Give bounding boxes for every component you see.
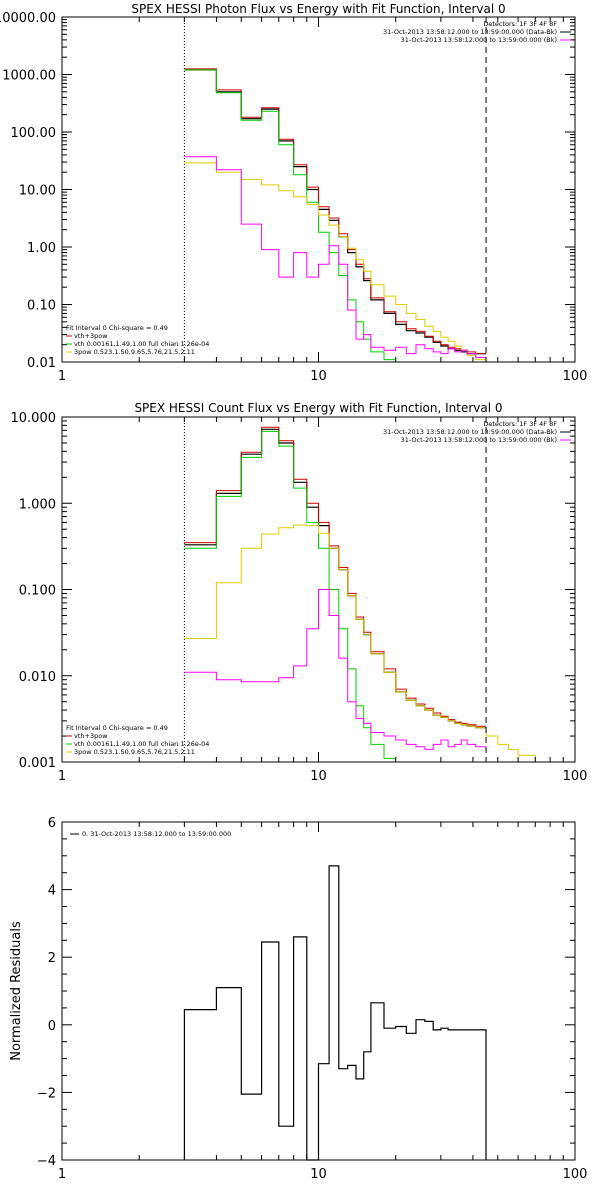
legend-entry: 3pow 0.523,1.50,9.65,5.76,21.5,2.11 — [74, 748, 195, 756]
y-tick-label: 2 — [48, 951, 56, 966]
y-tick-label: 0.010 — [19, 670, 56, 685]
series-group — [184, 68, 498, 363]
y-tick-label: 6 — [48, 816, 56, 831]
y-tick-label: 0.01 — [27, 356, 56, 371]
x-tick-label: 100 — [563, 369, 588, 384]
series-group — [183, 865, 487, 1161]
y-tick-label: 10.000 — [11, 411, 57, 426]
legend-bottom-left: Fit Interval 0 Chi-square = 0.49vth+3pow… — [66, 724, 209, 756]
legend-entry: 3pow 0.523,1.50,9.65,5.76,21.5,2.11 — [74, 348, 195, 356]
y-axis-label: Normalized Residuals — [9, 921, 24, 1061]
y-tick-label: 4 — [48, 884, 56, 899]
y-tick-label: −4 — [37, 1154, 56, 1169]
y-axis: 0.01 0.10 1.00 10.00 100.00 1000.00 10000.00 — [0, 11, 575, 371]
chart-title: SPEX HESSI Photon Flux vs Energy with Fi… — [131, 2, 505, 16]
residuals-panel: 1 10 100 −4 −2 0 2 4 6 Normalized Residuals 0. 31-… — [9, 816, 587, 1182]
series-line-4 — [184, 589, 486, 750]
legend-entry: 31-Oct-2013 13:58:12.000 to 13:59:00.000… — [383, 28, 557, 36]
legend-entry: Fit Interval 0 Chi-square = 0.49 — [66, 324, 168, 332]
series-line-2 — [184, 69, 396, 361]
series-line-4 — [184, 156, 486, 358]
y-tick-label: 1.00 — [27, 241, 56, 256]
legend-entry: Detectors: 1F 3F 4F 8F — [483, 20, 557, 28]
x-tick-label: 100 — [563, 769, 588, 784]
y-tick-label: −2 — [37, 1086, 56, 1101]
legend-entry: 0. 31-Oct-2013 13:58:12.000 to 13:59:00.… — [82, 830, 231, 838]
x-tick-label: 10 — [310, 769, 327, 784]
y-tick-label: 10.00 — [19, 184, 56, 199]
x-tick-label: 10 — [310, 1167, 327, 1182]
y-tick-label: 100.00 — [11, 126, 57, 141]
legend-entry: vth+3pow — [74, 732, 108, 740]
y-axis: 0.001 0.010 0.100 1.000 10.000 — [11, 411, 575, 771]
x-tick-label: 100 — [563, 1167, 588, 1182]
legend-entry: vth 0.00161,1.49,1.00 full chian 1.26e-0… — [74, 340, 209, 348]
y-tick-label: 0.10 — [27, 299, 56, 314]
legend-entry: vth 0.00161,1.49,1.00 full chian 1.26e-0… — [74, 740, 209, 748]
x-tick-label: 10 — [310, 369, 327, 384]
legend-entry: 31-Oct-2013 13:58:12.000 to 13:59:00.000… — [383, 428, 557, 436]
series-line-0 — [184, 428, 486, 729]
legend-entry: Detectors: 1F 3F 4F 8F — [483, 420, 557, 428]
x-axis: 1 10 100 — [58, 17, 588, 384]
legend-entry: Fit Interval 0 Chi-square = 0.49 — [66, 724, 168, 732]
count-flux-panel: SPEX HESSI Count Flux vs Energy with Fit… — [11, 401, 588, 784]
x-tick-label: 1 — [58, 369, 66, 384]
legend-top-left: 0. 31-Oct-2013 13:58:12.000 to 13:59:00.… — [70, 830, 231, 838]
y-tick-label: 0 — [48, 1019, 56, 1034]
x-axis: 1 10 100 — [58, 822, 588, 1182]
legend-entry: 31-Oct-2013 13:58:12.000 to 13:59:00.000… — [401, 36, 557, 44]
legend-bottom-left: Fit Interval 0 Chi-square = 0.49vth+3pow… — [66, 324, 209, 356]
series-line-1 — [184, 426, 486, 727]
y-tick-label: 10000.00 — [0, 11, 56, 26]
series-line-2 — [184, 430, 396, 759]
series-line-0 — [184, 69, 486, 355]
y-tick-label: 0.100 — [19, 584, 56, 599]
y-tick-label: 1000.00 — [2, 69, 56, 84]
legend-entry: vth+3pow — [74, 332, 108, 340]
y-axis: −4 −2 0 2 4 6 — [37, 816, 575, 1169]
photon-flux-panel: SPEX HESSI Photon Flux vs Energy with Fi… — [0, 2, 587, 384]
series-line-0 — [183, 865, 487, 1161]
x-axis: 1 10 100 — [58, 417, 588, 784]
x-tick-label: 1 — [58, 769, 66, 784]
x-tick-label: 1 — [58, 1167, 66, 1182]
series-line-1 — [184, 68, 486, 355]
y-tick-label: 0.001 — [19, 756, 56, 771]
series-line-3 — [184, 524, 551, 763]
chart-title: SPEX HESSI Count Flux vs Energy with Fit… — [134, 401, 502, 415]
legend-entry: 31-Oct-2013 13:58:12.000 to 13:59:00.000… — [401, 436, 557, 444]
series-group — [184, 426, 551, 763]
series-line-3 — [184, 162, 498, 363]
y-tick-label: 1.000 — [19, 497, 56, 512]
